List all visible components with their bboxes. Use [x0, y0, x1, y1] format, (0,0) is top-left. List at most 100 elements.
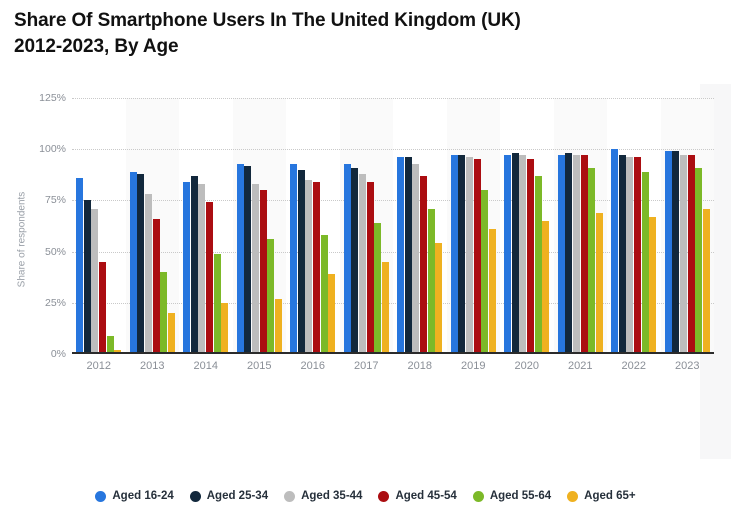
bar-2018-aged-65[interactable] — [435, 243, 443, 354]
bar-2019-aged-55-64[interactable] — [481, 190, 489, 354]
bar-2019-aged-16-24[interactable] — [450, 155, 458, 354]
bar-2014-aged-55-64[interactable] — [213, 253, 221, 354]
bar-2017-aged-16-24[interactable] — [343, 163, 351, 354]
bar-2013-aged-16-24[interactable] — [129, 171, 137, 354]
y-tick-label: 100% — [39, 143, 66, 156]
bar-2015-aged-45-54[interactable] — [259, 190, 267, 354]
bar-2012-aged-55-64[interactable] — [106, 335, 114, 354]
bar-2020-aged-65[interactable] — [542, 220, 550, 354]
bar-2020-aged-35-44[interactable] — [519, 155, 527, 354]
bar-2013-aged-65[interactable] — [167, 313, 175, 354]
bar-2014-aged-16-24[interactable] — [183, 181, 191, 354]
bar-2020-aged-16-24[interactable] — [504, 155, 512, 354]
bar-2018-aged-45-54[interactable] — [420, 175, 428, 354]
bar-2019-aged-65[interactable] — [488, 229, 496, 354]
bar-2015-aged-25-34[interactable] — [244, 165, 252, 354]
bar-2012-aged-25-34[interactable] — [83, 200, 91, 354]
gridline-75 — [72, 200, 714, 202]
bar-2017-aged-35-44[interactable] — [358, 173, 366, 354]
bar-2023-aged-16-24[interactable] — [664, 151, 672, 354]
bar-2017-aged-25-34[interactable] — [351, 167, 359, 354]
bar-2013-aged-55-64[interactable] — [160, 272, 168, 354]
bar-2021-aged-35-44[interactable] — [572, 155, 580, 354]
bar-2019-aged-25-34[interactable] — [458, 155, 466, 354]
bar-2012-aged-65[interactable] — [114, 349, 122, 354]
bar-2016-aged-55-64[interactable] — [320, 235, 328, 354]
legend-label: Aged 55-64 — [489, 490, 552, 502]
legend-item-aged-25-34[interactable]: Aged 25-34 — [189, 490, 268, 502]
bar-2016-aged-16-24[interactable] — [290, 163, 298, 354]
bar-2022-aged-25-34[interactable] — [618, 155, 626, 354]
legend-dot-icon — [378, 490, 390, 502]
legend-item-aged-45-54[interactable]: Aged 45-54 — [378, 490, 457, 502]
bar-2021-aged-45-54[interactable] — [580, 155, 588, 354]
bar-2017-aged-55-64[interactable] — [374, 222, 382, 354]
x-tick-label-2022: 2022 — [621, 360, 646, 372]
bar-2018-aged-55-64[interactable] — [427, 208, 435, 354]
legend-label: Aged 35-44 — [301, 490, 363, 502]
bar-2014-aged-25-34[interactable] — [190, 175, 198, 354]
bar-2021-aged-16-24[interactable] — [557, 155, 565, 354]
bar-group-2016 — [286, 98, 340, 354]
bar-2016-aged-65[interactable] — [328, 274, 336, 354]
y-tick-label: 125% — [39, 92, 66, 104]
bar-2022-aged-65[interactable] — [649, 216, 657, 354]
bar-2022-aged-35-44[interactable] — [626, 157, 634, 354]
bar-2022-aged-16-24[interactable] — [611, 149, 619, 354]
bar-2023-aged-35-44[interactable] — [679, 155, 687, 354]
bar-2013-aged-25-34[interactable] — [137, 173, 145, 354]
bar-2017-aged-45-54[interactable] — [366, 181, 374, 354]
bar-2014-aged-35-44[interactable] — [198, 184, 206, 354]
bar-2020-aged-45-54[interactable] — [527, 159, 535, 354]
bar-2020-aged-55-64[interactable] — [534, 175, 542, 354]
y-tick-label: 75% — [44, 194, 66, 207]
bar-2012-aged-16-24[interactable] — [76, 177, 84, 354]
y-tick-label: 50% — [44, 245, 66, 258]
bar-2015-aged-35-44[interactable] — [251, 184, 259, 354]
legend-label: Aged 16-24 — [112, 490, 174, 502]
bar-2023-aged-45-54[interactable] — [687, 155, 695, 354]
bar-2015-aged-55-64[interactable] — [267, 239, 275, 354]
page-title: Share Of Smartphone Users In The United … — [14, 8, 714, 60]
title-line-1: Share Of Smartphone Users In The United … — [14, 10, 521, 31]
bar-2021-aged-25-34[interactable] — [565, 153, 573, 354]
bar-2016-aged-35-44[interactable] — [305, 179, 313, 354]
bar-2018-aged-16-24[interactable] — [397, 157, 405, 354]
bar-2015-aged-16-24[interactable] — [236, 163, 244, 354]
bar-group-2023 — [661, 98, 715, 354]
chart-area: 125% 100% 75% 50% 25% 0% Share of respondents… — [0, 84, 731, 459]
bar-2014-aged-45-54[interactable] — [206, 202, 214, 354]
bar-group-2020 — [500, 98, 554, 354]
bar-2014-aged-65[interactable] — [221, 302, 229, 354]
legend-item-aged-65[interactable]: Aged 65+ — [567, 490, 636, 502]
bar-2013-aged-35-44[interactable] — [144, 194, 152, 354]
bar-group-2019 — [447, 98, 501, 354]
y-axis-label: Share of respondents — [16, 191, 28, 288]
legend-dot-icon — [189, 490, 201, 502]
bar-2022-aged-45-54[interactable] — [634, 157, 642, 354]
legend-item-aged-16-24[interactable]: Aged 16-24 — [95, 490, 174, 502]
bar-2013-aged-45-54[interactable] — [152, 218, 160, 354]
legend-item-aged-55-64[interactable]: Aged 55-64 — [472, 490, 552, 502]
bar-2023-aged-65[interactable] — [702, 208, 710, 354]
bar-2019-aged-45-54[interactable] — [473, 159, 481, 354]
bar-2023-aged-55-64[interactable] — [695, 167, 703, 354]
bar-2018-aged-35-44[interactable] — [412, 163, 420, 354]
legend-item-aged-35-44[interactable]: Aged 35-44 — [284, 490, 362, 502]
bar-2020-aged-25-34[interactable] — [511, 153, 519, 354]
bar-2021-aged-55-64[interactable] — [588, 167, 596, 354]
bar-2021-aged-65[interactable] — [595, 212, 603, 354]
bar-2015-aged-65[interactable] — [274, 298, 282, 354]
bar-2012-aged-35-44[interactable] — [91, 208, 99, 354]
bar-2018-aged-25-34[interactable] — [404, 157, 412, 354]
bar-2012-aged-45-54[interactable] — [99, 261, 107, 354]
bar-2023-aged-25-34[interactable] — [672, 151, 680, 354]
bar-2022-aged-55-64[interactable] — [641, 171, 649, 354]
bar-2016-aged-45-54[interactable] — [313, 181, 321, 354]
x-tick-label-2012: 2012 — [86, 360, 111, 372]
bar-2017-aged-65[interactable] — [381, 261, 389, 354]
bar-2016-aged-25-34[interactable] — [297, 169, 305, 354]
bar-2019-aged-35-44[interactable] — [465, 157, 473, 354]
legend-dot-icon — [567, 490, 579, 502]
